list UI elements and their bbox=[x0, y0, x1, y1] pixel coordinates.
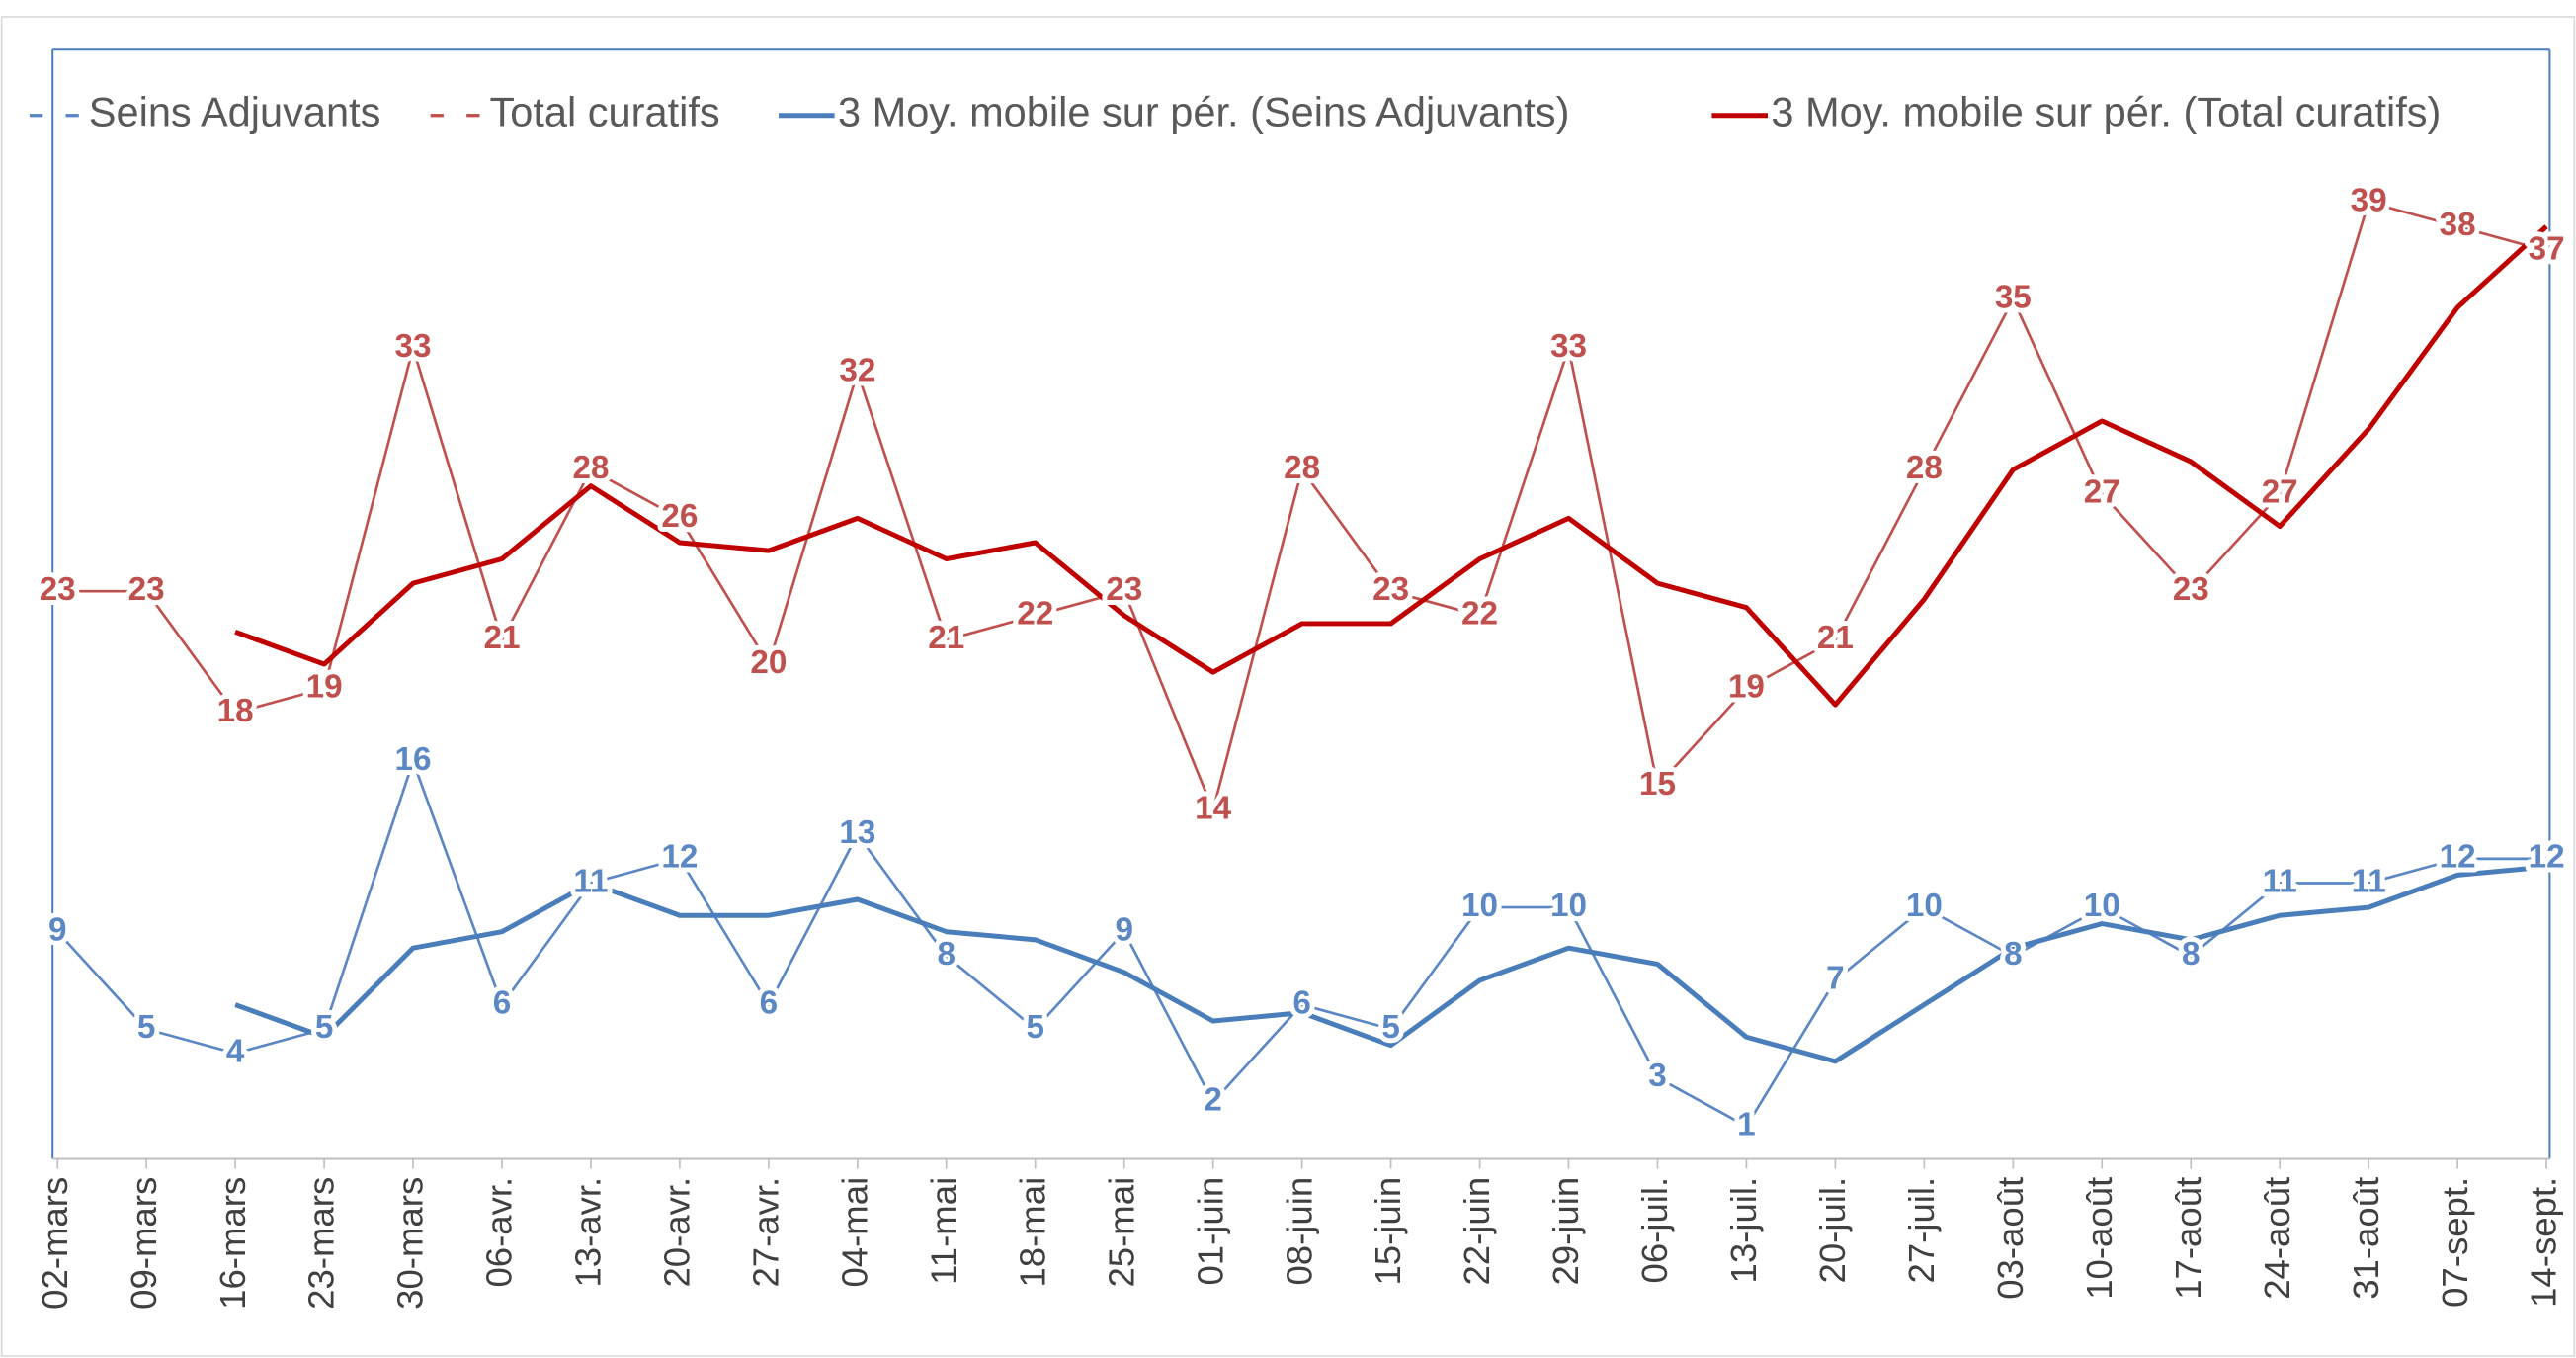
data-label: 16 bbox=[395, 741, 432, 778]
data-label: 38 bbox=[2440, 207, 2476, 243]
data-label: 5 bbox=[1027, 1009, 1045, 1046]
x-tick-label: 13-juil. bbox=[1723, 1177, 1764, 1284]
x-tick-label: 13-avr. bbox=[568, 1177, 609, 1288]
x-tick-label: 06-avr. bbox=[479, 1177, 520, 1288]
x-tick-label: 06-juil. bbox=[1634, 1177, 1675, 1284]
x-tick-label: 22-juin bbox=[1456, 1177, 1497, 1286]
x-tick-label: 27-juil. bbox=[1901, 1177, 1942, 1284]
x-tick-label: 02-mars bbox=[35, 1177, 75, 1310]
data-label: 33 bbox=[1550, 328, 1587, 365]
data-label: 27 bbox=[2262, 474, 2298, 511]
data-label: 22 bbox=[1017, 596, 1053, 633]
data-label: 11 bbox=[2352, 863, 2386, 899]
data-label: 21 bbox=[928, 620, 964, 656]
data-label: 33 bbox=[395, 328, 432, 365]
data-label: 23 bbox=[1372, 571, 1409, 608]
legend-label: Seins Adjuvants bbox=[89, 89, 381, 135]
data-label: 23 bbox=[2173, 571, 2209, 608]
data-label: 19 bbox=[1728, 668, 1765, 705]
data-label: 37 bbox=[2529, 231, 2565, 268]
x-tick-label: 04-mai bbox=[834, 1177, 874, 1288]
data-label: 1 bbox=[1737, 1106, 1755, 1143]
x-tick-label: 20-juil. bbox=[1812, 1177, 1853, 1284]
data-label: 20 bbox=[750, 644, 787, 681]
x-tick-label: 24-août bbox=[2257, 1177, 2297, 1300]
data-label: 23 bbox=[1106, 571, 1142, 608]
x-tick-label: 17-août bbox=[2168, 1177, 2208, 1300]
x-tick-label: 09-mars bbox=[124, 1177, 164, 1310]
x-tick-label: 08-juin bbox=[1279, 1177, 1319, 1286]
x-tick-label: 01-juin bbox=[1190, 1177, 1230, 1286]
x-tick-label: 16-mars bbox=[212, 1177, 253, 1310]
data-label: 18 bbox=[217, 693, 254, 729]
data-label: 5 bbox=[1381, 1009, 1399, 1046]
legend-label: 3 Moy. mobile sur pér. (Total curatifs) bbox=[1771, 89, 2441, 135]
data-label: 8 bbox=[2182, 936, 2201, 973]
legend-label: 3 Moy. mobile sur pér. (Seins Adjuvants) bbox=[838, 89, 1569, 135]
x-tick-label: 18-mai bbox=[1012, 1177, 1052, 1288]
data-label: 26 bbox=[661, 498, 698, 535]
series-line bbox=[234, 224, 2548, 708]
data-label: 21 bbox=[1817, 620, 1854, 656]
x-tick-label: 31-août bbox=[2346, 1177, 2386, 1300]
data-label: 10 bbox=[1461, 888, 1498, 924]
data-label: 11 bbox=[2263, 863, 2297, 899]
x-tick-label: 10-août bbox=[2079, 1177, 2119, 1300]
data-label: 12 bbox=[2529, 839, 2565, 876]
data-label: 4 bbox=[226, 1034, 245, 1070]
data-label: 10 bbox=[2084, 888, 2120, 924]
x-tick-label: 23-mars bbox=[301, 1177, 342, 1310]
data-label: 13 bbox=[839, 814, 875, 851]
data-label: 5 bbox=[137, 1009, 156, 1046]
data-label: 10 bbox=[1550, 888, 1587, 924]
data-label: 21 bbox=[483, 620, 520, 656]
data-label: 39 bbox=[2351, 182, 2387, 218]
data-label: 8 bbox=[938, 936, 956, 973]
series-line bbox=[234, 864, 2547, 1064]
data-label: 28 bbox=[1906, 450, 1943, 486]
x-tick-label: 14-sept. bbox=[2524, 1177, 2564, 1308]
data-label: 28 bbox=[1284, 450, 1320, 486]
data-label: 6 bbox=[760, 984, 779, 1021]
legend-label: Total curatifs bbox=[489, 89, 719, 135]
data-label: 32 bbox=[839, 353, 875, 389]
x-tick-label: 03-août bbox=[1990, 1177, 2031, 1300]
data-label: 23 bbox=[40, 571, 76, 608]
series-line bbox=[56, 760, 2547, 1128]
data-label: 12 bbox=[2440, 839, 2476, 876]
data-label: 23 bbox=[128, 571, 165, 608]
data-label: 19 bbox=[306, 668, 343, 705]
chart-border bbox=[0, 16, 2576, 1357]
data-label: 10 bbox=[1906, 888, 1943, 924]
data-label: 11 bbox=[573, 863, 608, 899]
data-label: 35 bbox=[1995, 280, 2032, 316]
data-label: 7 bbox=[1826, 961, 1845, 997]
x-tick-label: 15-juin bbox=[1368, 1177, 1408, 1286]
data-label: 9 bbox=[48, 911, 67, 948]
x-tick-label: 07-sept. bbox=[2435, 1177, 2475, 1308]
data-label: 14 bbox=[1195, 790, 1231, 826]
data-label: 2 bbox=[1204, 1082, 1222, 1119]
x-tick-label: 29-juin bbox=[1545, 1177, 1586, 1286]
x-tick-label: 25-mai bbox=[1101, 1177, 1141, 1288]
data-label: 28 bbox=[572, 450, 609, 486]
x-tick-label: 20-avr. bbox=[657, 1177, 698, 1288]
data-label: 12 bbox=[661, 839, 698, 876]
data-label: 9 bbox=[1115, 911, 1133, 948]
x-tick-label: 11-mai bbox=[923, 1177, 963, 1285]
x-tick-label: 30-mars bbox=[390, 1177, 431, 1310]
data-label: 22 bbox=[1461, 596, 1498, 633]
data-label: 8 bbox=[2004, 936, 2023, 973]
data-label: 3 bbox=[1648, 1058, 1666, 1094]
series-line bbox=[57, 201, 2547, 812]
x-tick-label: 27-avr. bbox=[746, 1177, 787, 1288]
data-label: 6 bbox=[1292, 984, 1311, 1021]
data-label: 27 bbox=[2084, 474, 2120, 511]
data-label: 5 bbox=[315, 1009, 334, 1046]
data-label: 6 bbox=[493, 984, 511, 1021]
data-label: 15 bbox=[1639, 766, 1676, 803]
